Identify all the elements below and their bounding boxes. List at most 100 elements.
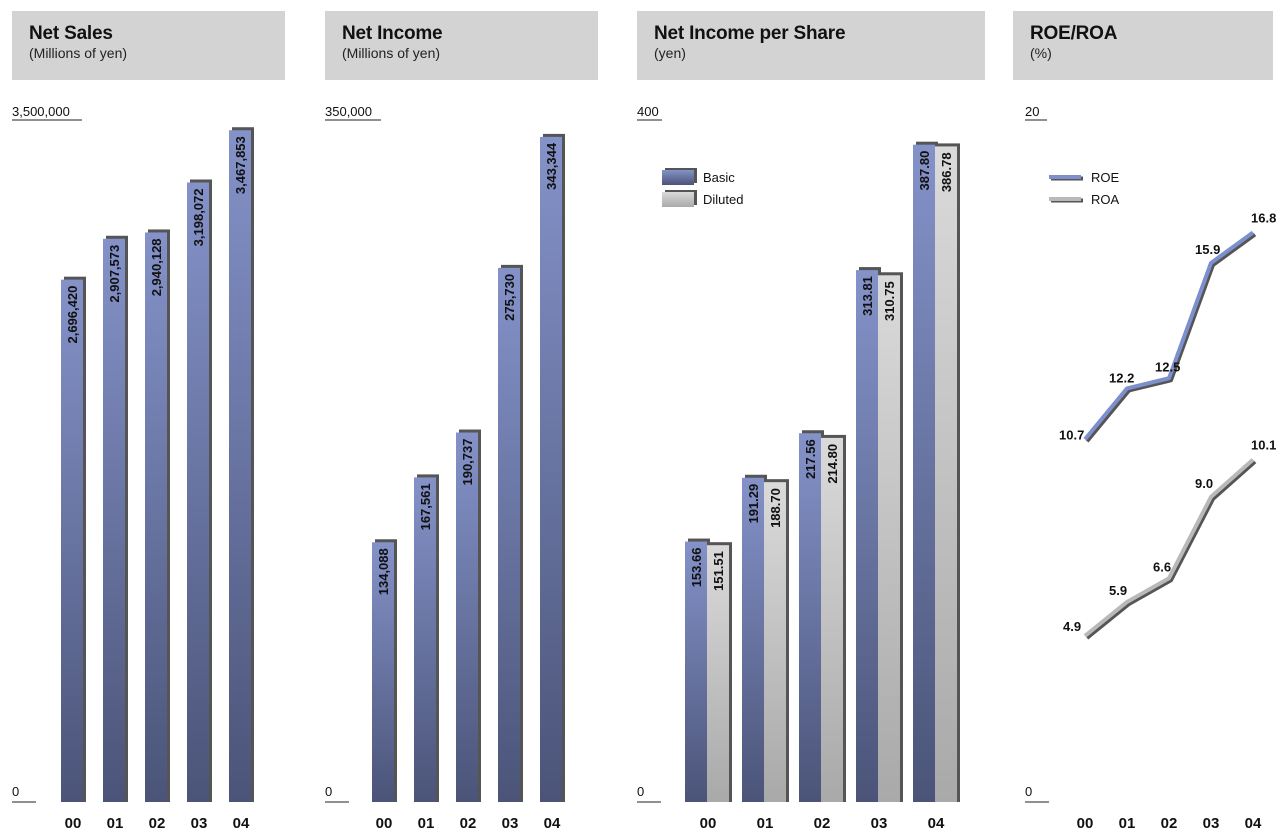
data-label: 217.56: [803, 439, 818, 479]
x-tick-label: 03: [191, 815, 208, 830]
x-tick-label: 04: [928, 815, 945, 830]
chart-unit: (%): [1030, 45, 1052, 61]
legend-label: ROE: [1091, 170, 1120, 185]
roe-line: [1083, 230, 1255, 441]
chart-header: ROE/ROA (%): [1013, 11, 1273, 80]
y-tick-label: 400: [637, 104, 659, 119]
chart-title: Net Sales: [29, 23, 113, 44]
bar: [935, 146, 957, 802]
data-label: 2,940,128: [149, 238, 164, 296]
chart-title: Net Income: [342, 23, 443, 44]
bar: [878, 275, 900, 802]
bar: [498, 267, 520, 803]
data-label: 386.78: [939, 152, 954, 192]
x-tick-label: 00: [376, 815, 393, 830]
chart-unit: (Millions of yen): [342, 45, 441, 61]
data-label: 12.2: [1109, 370, 1134, 385]
bar: [707, 545, 729, 802]
bar: [856, 270, 878, 802]
data-label: 167,561: [418, 483, 433, 530]
data-label: 275,730: [502, 274, 517, 321]
x-tick-label: 03: [502, 815, 519, 830]
x-tick-label: 04: [544, 815, 561, 830]
y-tick-label: 350,000: [325, 104, 372, 119]
x-tick-label: 04: [1245, 815, 1262, 830]
data-label: 153.66: [689, 548, 704, 588]
data-label: 214.80: [825, 444, 840, 484]
x-tick-label: 02: [460, 815, 477, 830]
net-income-chart: 350,000 0 134,088 00 167,561 01 190,737 02 275,7…: [325, 104, 565, 830]
x-tick-label: 01: [1119, 815, 1136, 830]
chart-title: ROE/ROA: [1030, 23, 1118, 44]
bar: [742, 477, 764, 802]
x-tick-label: 04: [233, 815, 250, 830]
bar: [372, 542, 394, 802]
data-label: 191.29: [746, 484, 761, 524]
y-tick-label: 0: [637, 784, 644, 799]
panel-roe-roa: ROE/ROA (%) 20 0 10.7 12.2 12.5 15.9 16.8 4.9 5.…: [1013, 0, 1286, 830]
series-line-shadow: [1085, 232, 1257, 443]
bar: [229, 130, 251, 802]
bar: [821, 437, 843, 802]
y-tick-label: 3,500,000: [12, 104, 70, 119]
legend-label: Diluted: [703, 192, 743, 207]
data-label: 2,907,573: [107, 245, 122, 303]
x-tick-label: 01: [107, 815, 124, 830]
chart-unit: (Millions of yen): [29, 45, 128, 61]
data-label: 134,088: [376, 548, 391, 595]
bar: [456, 432, 478, 802]
chart-header: Net Sales (Millions of yen): [12, 11, 285, 80]
panel-net-income: Net Income (Millions of yen) 350,000 0 134…: [313, 0, 613, 830]
panel-net-sales: Net Sales (Millions of yen) 3,500,000 0 2,…: [0, 0, 300, 830]
data-label: 188.70: [768, 488, 783, 528]
data-label: 387.80: [917, 151, 932, 191]
data-label: 10.1: [1251, 438, 1276, 453]
data-label: 9.0: [1195, 476, 1213, 491]
x-tick-label: 00: [65, 815, 82, 830]
bar: [540, 136, 562, 802]
data-label: 10.7: [1059, 427, 1084, 442]
x-tick-label: 01: [757, 815, 774, 830]
bar: [913, 144, 935, 802]
data-label: 2,696,420: [65, 286, 80, 344]
bar: [103, 238, 125, 802]
roe-roa-chart: 20 0 10.7 12.2 12.5 15.9 16.8 4.9 5.9 6.6 9.0 10.1 0…: [1025, 104, 1276, 830]
chart-title: Net Income per Share: [654, 23, 846, 44]
x-tick-label: 02: [1161, 815, 1178, 830]
data-label: 15.9: [1195, 242, 1220, 257]
y-tick-label: 20: [1025, 104, 1039, 119]
data-label: 3,467,853: [233, 136, 248, 194]
bar: [145, 232, 167, 802]
data-label: 16.8: [1251, 210, 1276, 225]
data-label: 190,737: [460, 439, 475, 486]
data-label: 12.5: [1155, 359, 1180, 374]
y-tick-label: 0: [12, 784, 19, 799]
data-label: 5.9: [1109, 583, 1127, 598]
data-label: 151.51: [711, 551, 726, 591]
data-label: 310.75: [882, 281, 897, 321]
data-label: 3,198,072: [191, 188, 206, 246]
y-tick-label: 0: [325, 784, 332, 799]
bar: [61, 279, 83, 802]
chart-header: Net Income per Share (yen): [637, 11, 985, 80]
chart-header: Net Income (Millions of yen): [325, 11, 598, 80]
data-label: 313.81: [860, 276, 875, 316]
panel-net-income-per-share: Net Income per Share (yen) 400 0 153.66 151…: [625, 0, 995, 830]
legend-swatch-diluted: [662, 192, 694, 207]
net-income-per-share-chart: 400 0 153.66 151.51 00 191.29 188.70 01 217.56 21…: [637, 104, 960, 830]
x-tick-label: 00: [1077, 815, 1094, 830]
x-tick-label: 02: [814, 815, 831, 830]
data-label: 343,344: [544, 142, 559, 190]
legend-swatch-basic: [662, 170, 694, 185]
x-tick-label: 03: [1203, 815, 1220, 830]
data-label: 4.9: [1063, 619, 1081, 634]
x-tick-label: 03: [871, 815, 888, 830]
net-sales-chart: 3,500,000 0 2,696,420 00 2,907,573 01 2,940,12…: [12, 104, 254, 830]
bar: [764, 482, 786, 802]
x-tick-label: 01: [418, 815, 435, 830]
y-tick-label: 0: [1025, 784, 1032, 799]
data-label: 6.6: [1153, 559, 1171, 574]
bar: [187, 182, 209, 802]
legend-label: Basic: [703, 170, 735, 185]
bar: [414, 477, 436, 802]
